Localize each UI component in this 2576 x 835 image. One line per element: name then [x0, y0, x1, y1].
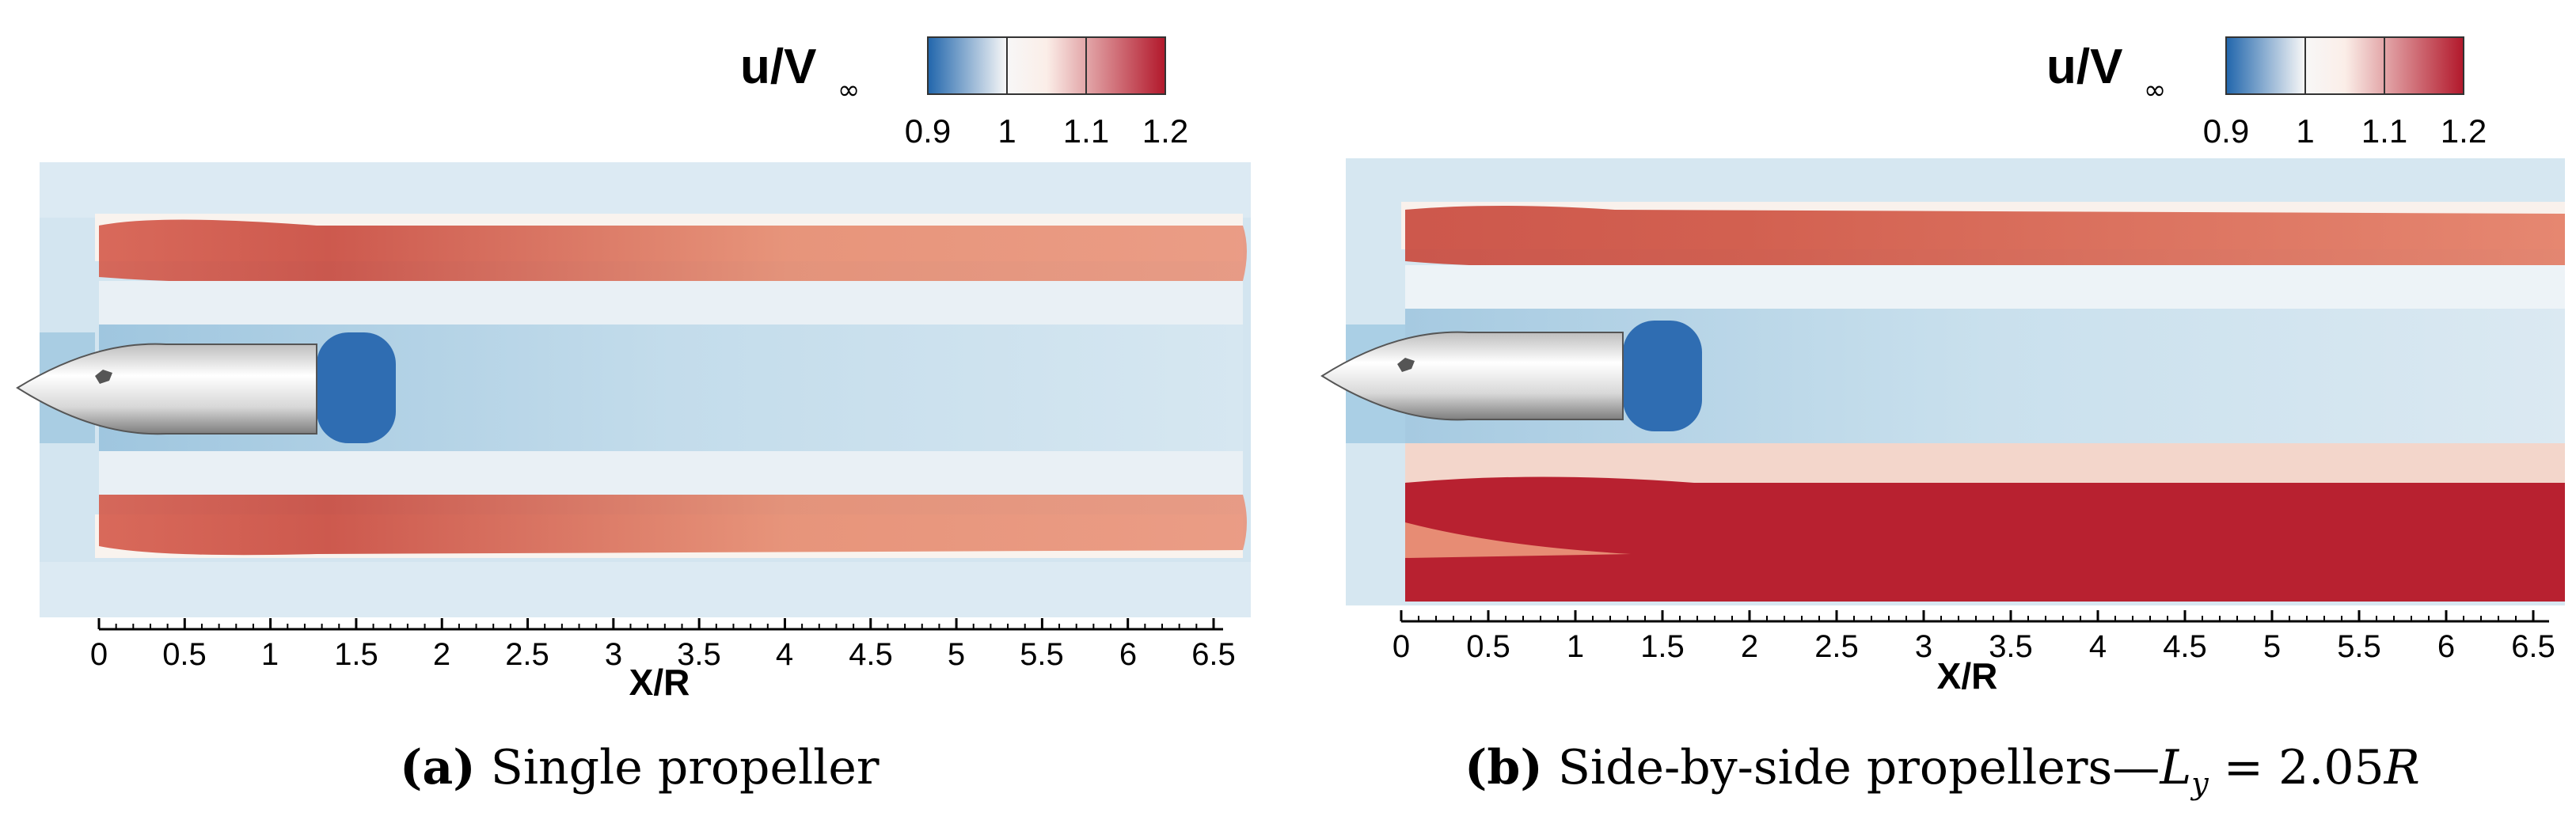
contour-field — [1346, 158, 2565, 605]
x-tick-label: 4 — [776, 637, 793, 672]
x-tick-label: 6 — [2437, 629, 2455, 664]
x-tick-label: 6.5 — [2511, 629, 2555, 664]
caption-b: (b) Side-by-side propellers—Ly = 2.05R — [1465, 740, 2420, 801]
x-axis-label: X/R — [1937, 655, 1998, 696]
x-tick-label: 3 — [605, 637, 622, 672]
caption-math-var: L — [2160, 740, 2192, 795]
caption-a: (a) Single propeller — [400, 740, 880, 795]
x-axis-label: X/R — [629, 662, 690, 703]
x-tick-label: 2 — [433, 637, 450, 672]
x-tick-label: 0 — [90, 637, 108, 672]
x-tick-label: 6 — [1119, 637, 1137, 672]
x-tick-label: 5.5 — [1020, 637, 1064, 672]
colorbar-tick: 1.1 — [2361, 112, 2407, 150]
panel-a: u/V ∞ 0.9 1 1.1 1.2 0 0.5 — [0, 0, 1282, 835]
colorbar-tick: 1 — [997, 112, 1016, 150]
x-tick-label: 5 — [948, 637, 965, 672]
panel-b: u/V ∞ 0.9 1 1.1 1.2 0 0.5 1 1.5 2 2.5 — [1298, 0, 2576, 835]
x-tick-label: 3.5 — [1989, 629, 2033, 664]
x-tick-label: 3.5 — [677, 637, 721, 672]
colorbar-tick: 1.2 — [1142, 112, 1188, 150]
colorbar-tick: 0.9 — [2203, 112, 2249, 150]
nacelle — [16, 343, 317, 435]
x-tick-label: 3 — [1915, 629, 1932, 664]
x-tick-label: 5.5 — [2337, 629, 2381, 664]
x-tick-label: 1.5 — [334, 637, 378, 672]
caption-tag: (b) — [1465, 740, 1543, 795]
colorbar — [927, 36, 1166, 95]
panel-b-figure: u/V ∞ 0.9 1 1.1 1.2 0 0.5 1 1.5 2 2.5 — [1320, 36, 2565, 696]
colorbar-tick: 1.2 — [2441, 112, 2487, 150]
colorbar — [2225, 36, 2464, 95]
caption-math-rest: = 2.05 — [2208, 740, 2384, 795]
x-tick-label: 1.5 — [1640, 629, 1685, 664]
x-tick-label: 2.5 — [505, 637, 549, 672]
caption-math-var2: R — [2384, 740, 2420, 795]
x-tick-label: 1 — [261, 637, 279, 672]
x-axis-ticks — [1400, 610, 2535, 621]
legend-subscript: ∞ — [838, 74, 860, 106]
legend-title: u/V — [740, 40, 816, 94]
caption-text: Single propeller — [490, 740, 880, 795]
colorbar-tick: 1 — [2296, 112, 2314, 150]
x-tick-label: 5 — [2263, 629, 2281, 664]
caption-text: Side-by-side propellers— — [1557, 740, 2160, 795]
caption-math-sub: y — [2191, 766, 2209, 801]
colorbar-tick: 0.9 — [905, 112, 951, 150]
panel-a-figure: u/V ∞ 0.9 1 1.1 1.2 0 0.5 — [16, 36, 1251, 703]
x-tick-label: 2.5 — [1814, 629, 1859, 664]
x-tick-label: 1 — [1567, 629, 1584, 664]
x-axis-ticks — [97, 618, 1215, 629]
x-tick-label: 4.5 — [2163, 629, 2207, 664]
x-tick-label: 2 — [1741, 629, 1758, 664]
caption-tag: (a) — [400, 740, 476, 795]
legend-title: u/V — [2046, 40, 2122, 94]
legend-subscript: ∞ — [2144, 74, 2166, 106]
x-tick-label: 0 — [1392, 629, 1410, 664]
x-tick-label: 6.5 — [1191, 637, 1236, 672]
contour-field — [40, 162, 1251, 617]
x-tick-label: 4.5 — [849, 637, 893, 672]
colorbar-tick: 1.1 — [1063, 112, 1109, 150]
x-tick-label: 0.5 — [1466, 629, 1510, 664]
nacelle — [1320, 331, 1624, 421]
x-tick-label: 0.5 — [162, 637, 207, 672]
x-tick-label: 4 — [2089, 629, 2107, 664]
